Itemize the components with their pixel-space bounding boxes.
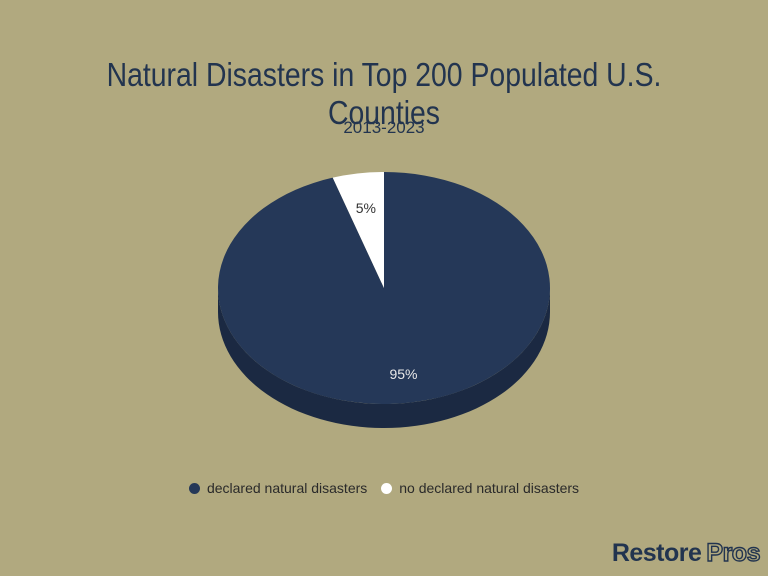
legend-label: no declared natural disasters: [399, 480, 580, 496]
restore-pros-logo: Restore Pros: [611, 538, 761, 567]
chart-title: Natural Disasters in Top 200 Populated U…: [106, 56, 662, 131]
pie-slice-not-declared[interactable]: [332, 172, 384, 288]
legend-item-not-declared[interactable]: no declared natural disasters: [381, 480, 579, 496]
chart-legend: declared natural disasters no declared n…: [0, 480, 768, 496]
slice-data-label: 5%: [356, 200, 376, 216]
pie-slice-declared[interactable]: [217, 172, 550, 405]
legend-marker: [381, 482, 393, 494]
slice-data-label: 95%: [389, 366, 417, 382]
chart-subtitle: 2013-2023: [343, 118, 425, 137]
legend-marker: [188, 482, 200, 494]
legend-item-declared[interactable]: declared natural disasters: [188, 480, 368, 496]
pie-depth-side: [218, 288, 550, 428]
legend-label: declared natural disasters: [206, 480, 368, 496]
